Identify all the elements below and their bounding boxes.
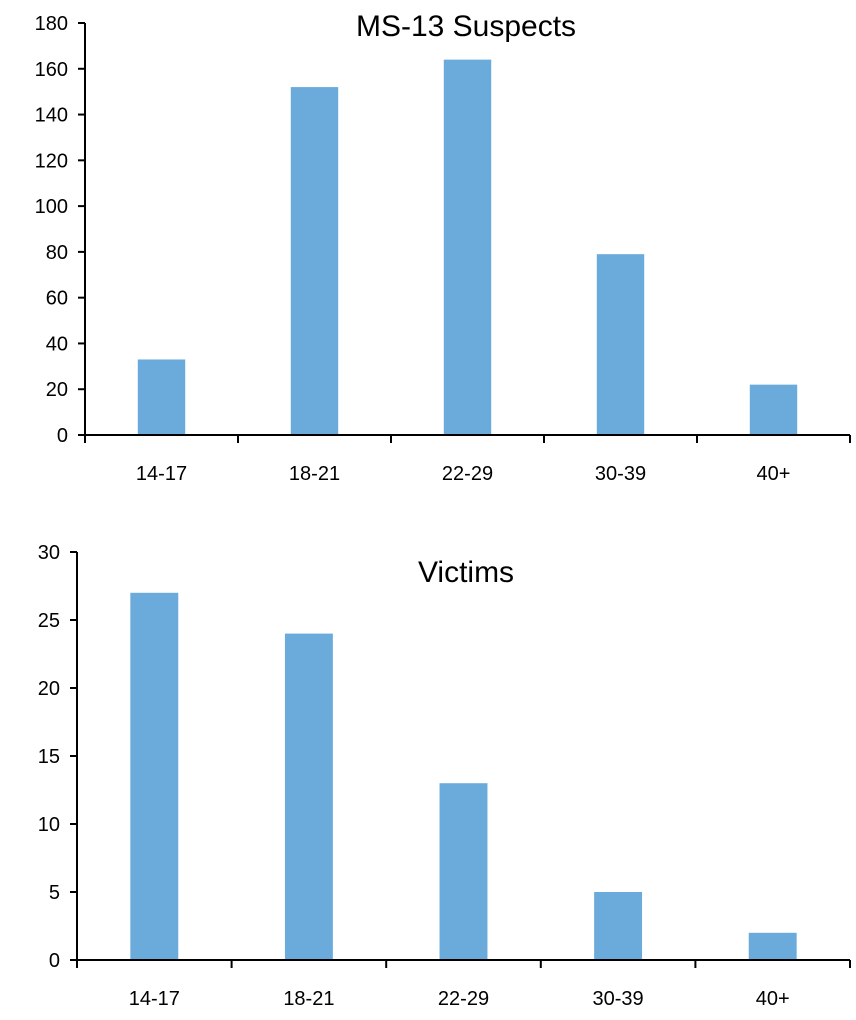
suspects-chart-title: MS-13 Suspects xyxy=(356,10,576,43)
suspects-x-tick-label-3: 30-39 xyxy=(595,463,646,485)
suspects-y-tick-label-0: 0 xyxy=(57,425,68,447)
victims-bar-3 xyxy=(594,892,643,960)
victims-y-tick-label-5: 25 xyxy=(38,610,60,632)
suspects-bar-4 xyxy=(749,384,798,435)
victims-bar-4 xyxy=(748,932,797,960)
victims-bar-1 xyxy=(284,633,333,960)
victims-bar-0 xyxy=(130,592,179,960)
victims-y-tick-label-3: 15 xyxy=(38,746,60,768)
victims-x-tick-label-3: 30-39 xyxy=(593,988,644,1010)
suspects-y-tick-label-5: 100 xyxy=(35,196,68,218)
victims-chart-svg: Victims 0 5 10 15 20 25 30 14-17 18-21 22-29 30-39… xyxy=(38,542,851,1010)
suspects-y-tick-label-9: 180 xyxy=(35,13,68,35)
suspects-bar-2 xyxy=(443,59,492,435)
suspects-x-tick-label-2: 22-29 xyxy=(442,463,493,485)
victims-y-tick-label-1: 5 xyxy=(49,882,60,904)
victims-x-tick-label-2: 22-29 xyxy=(438,988,489,1010)
suspects-y-tick-label-2: 40 xyxy=(46,333,68,355)
victims-y-tick-label-0: 0 xyxy=(49,950,60,972)
suspects-y-tick-label-3: 60 xyxy=(46,288,68,310)
suspects-bar-3 xyxy=(596,254,645,435)
victims-y-tick-label-2: 10 xyxy=(38,814,60,836)
victims-y-tick-label-4: 20 xyxy=(38,678,60,700)
suspects-bar-1 xyxy=(290,87,339,435)
victims-bar-2 xyxy=(439,783,488,960)
suspects-x-tick-label-4: 40+ xyxy=(757,463,791,485)
victims-chart: Victims 0 5 10 15 20 25 30 14-17 18-21 22-29 30-39… xyxy=(0,520,856,1020)
suspects-chart: MS-13 Suspects 0 20 40 60 80 100 120 140 160 180 1… xyxy=(0,0,856,500)
suspects-y-tick-label-8: 160 xyxy=(35,59,68,81)
suspects-y-tick-label-7: 140 xyxy=(35,105,68,127)
victims-y-tick-label-6: 30 xyxy=(38,542,60,564)
suspects-y-tick-label-4: 80 xyxy=(46,242,68,264)
victims-chart-title: Victims xyxy=(418,556,514,589)
victims-x-tick-label-0: 14-17 xyxy=(129,988,180,1010)
suspects-x-tick-label-0: 14-17 xyxy=(136,463,187,485)
suspects-y-tick-label-1: 20 xyxy=(46,379,68,401)
suspects-chart-svg: MS-13 Suspects 0 20 40 60 80 100 120 140 160 180 1… xyxy=(35,10,851,485)
suspects-x-tick-label-1: 18-21 xyxy=(289,463,340,485)
suspects-y-tick-label-6: 120 xyxy=(35,150,68,172)
suspects-bar-0 xyxy=(137,359,186,435)
victims-x-tick-label-4: 40+ xyxy=(756,988,790,1010)
victims-x-tick-label-1: 18-21 xyxy=(283,988,334,1010)
